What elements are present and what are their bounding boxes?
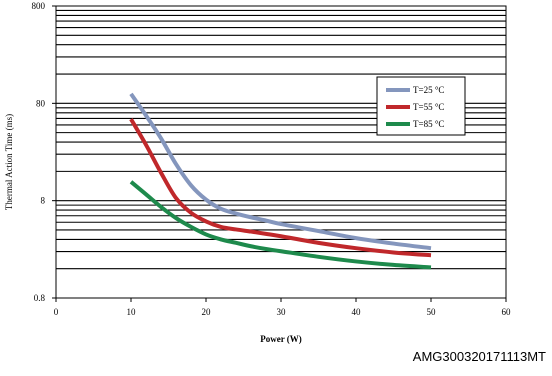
x-tick-label: 60 — [502, 307, 512, 317]
legend-label: T=55 °C — [413, 102, 444, 112]
x-tick-label: 0 — [54, 307, 59, 317]
y-tick-label: 80 — [36, 98, 46, 108]
x-axis-ticks: 0 10 20 30 40 50 60 — [54, 298, 511, 317]
y-tick-label: 0.8 — [34, 293, 46, 303]
y-axis-ticks: 0.8 8 80 800 — [32, 1, 56, 303]
x-tick-label: 10 — [127, 307, 137, 317]
legend: T=25 °C T=55 °C T=85 °C — [376, 76, 466, 136]
image-id-watermark: AMG300320171113MT — [412, 349, 546, 364]
y-axis-title: Thermal Action Time (ms) — [4, 114, 14, 210]
y-tick-label: 800 — [32, 1, 46, 11]
x-tick-label: 30 — [277, 307, 287, 317]
x-tick-label: 50 — [427, 307, 437, 317]
x-axis-title: Power (W) — [260, 334, 302, 344]
legend-label: T=85 °C — [413, 119, 444, 129]
plot-frame — [55, 5, 507, 299]
series-line-3 — [129, 180, 432, 270]
grid-lines — [56, 9, 506, 270]
series-lines — [129, 92, 432, 270]
series-line-2 — [129, 118, 432, 258]
x-tick-label: 20 — [202, 307, 212, 317]
series-line-1 — [129, 92, 432, 251]
y-tick-label: 8 — [41, 196, 46, 206]
x-tick-label: 40 — [352, 307, 362, 317]
legend-label: T=25 °C — [413, 85, 444, 95]
